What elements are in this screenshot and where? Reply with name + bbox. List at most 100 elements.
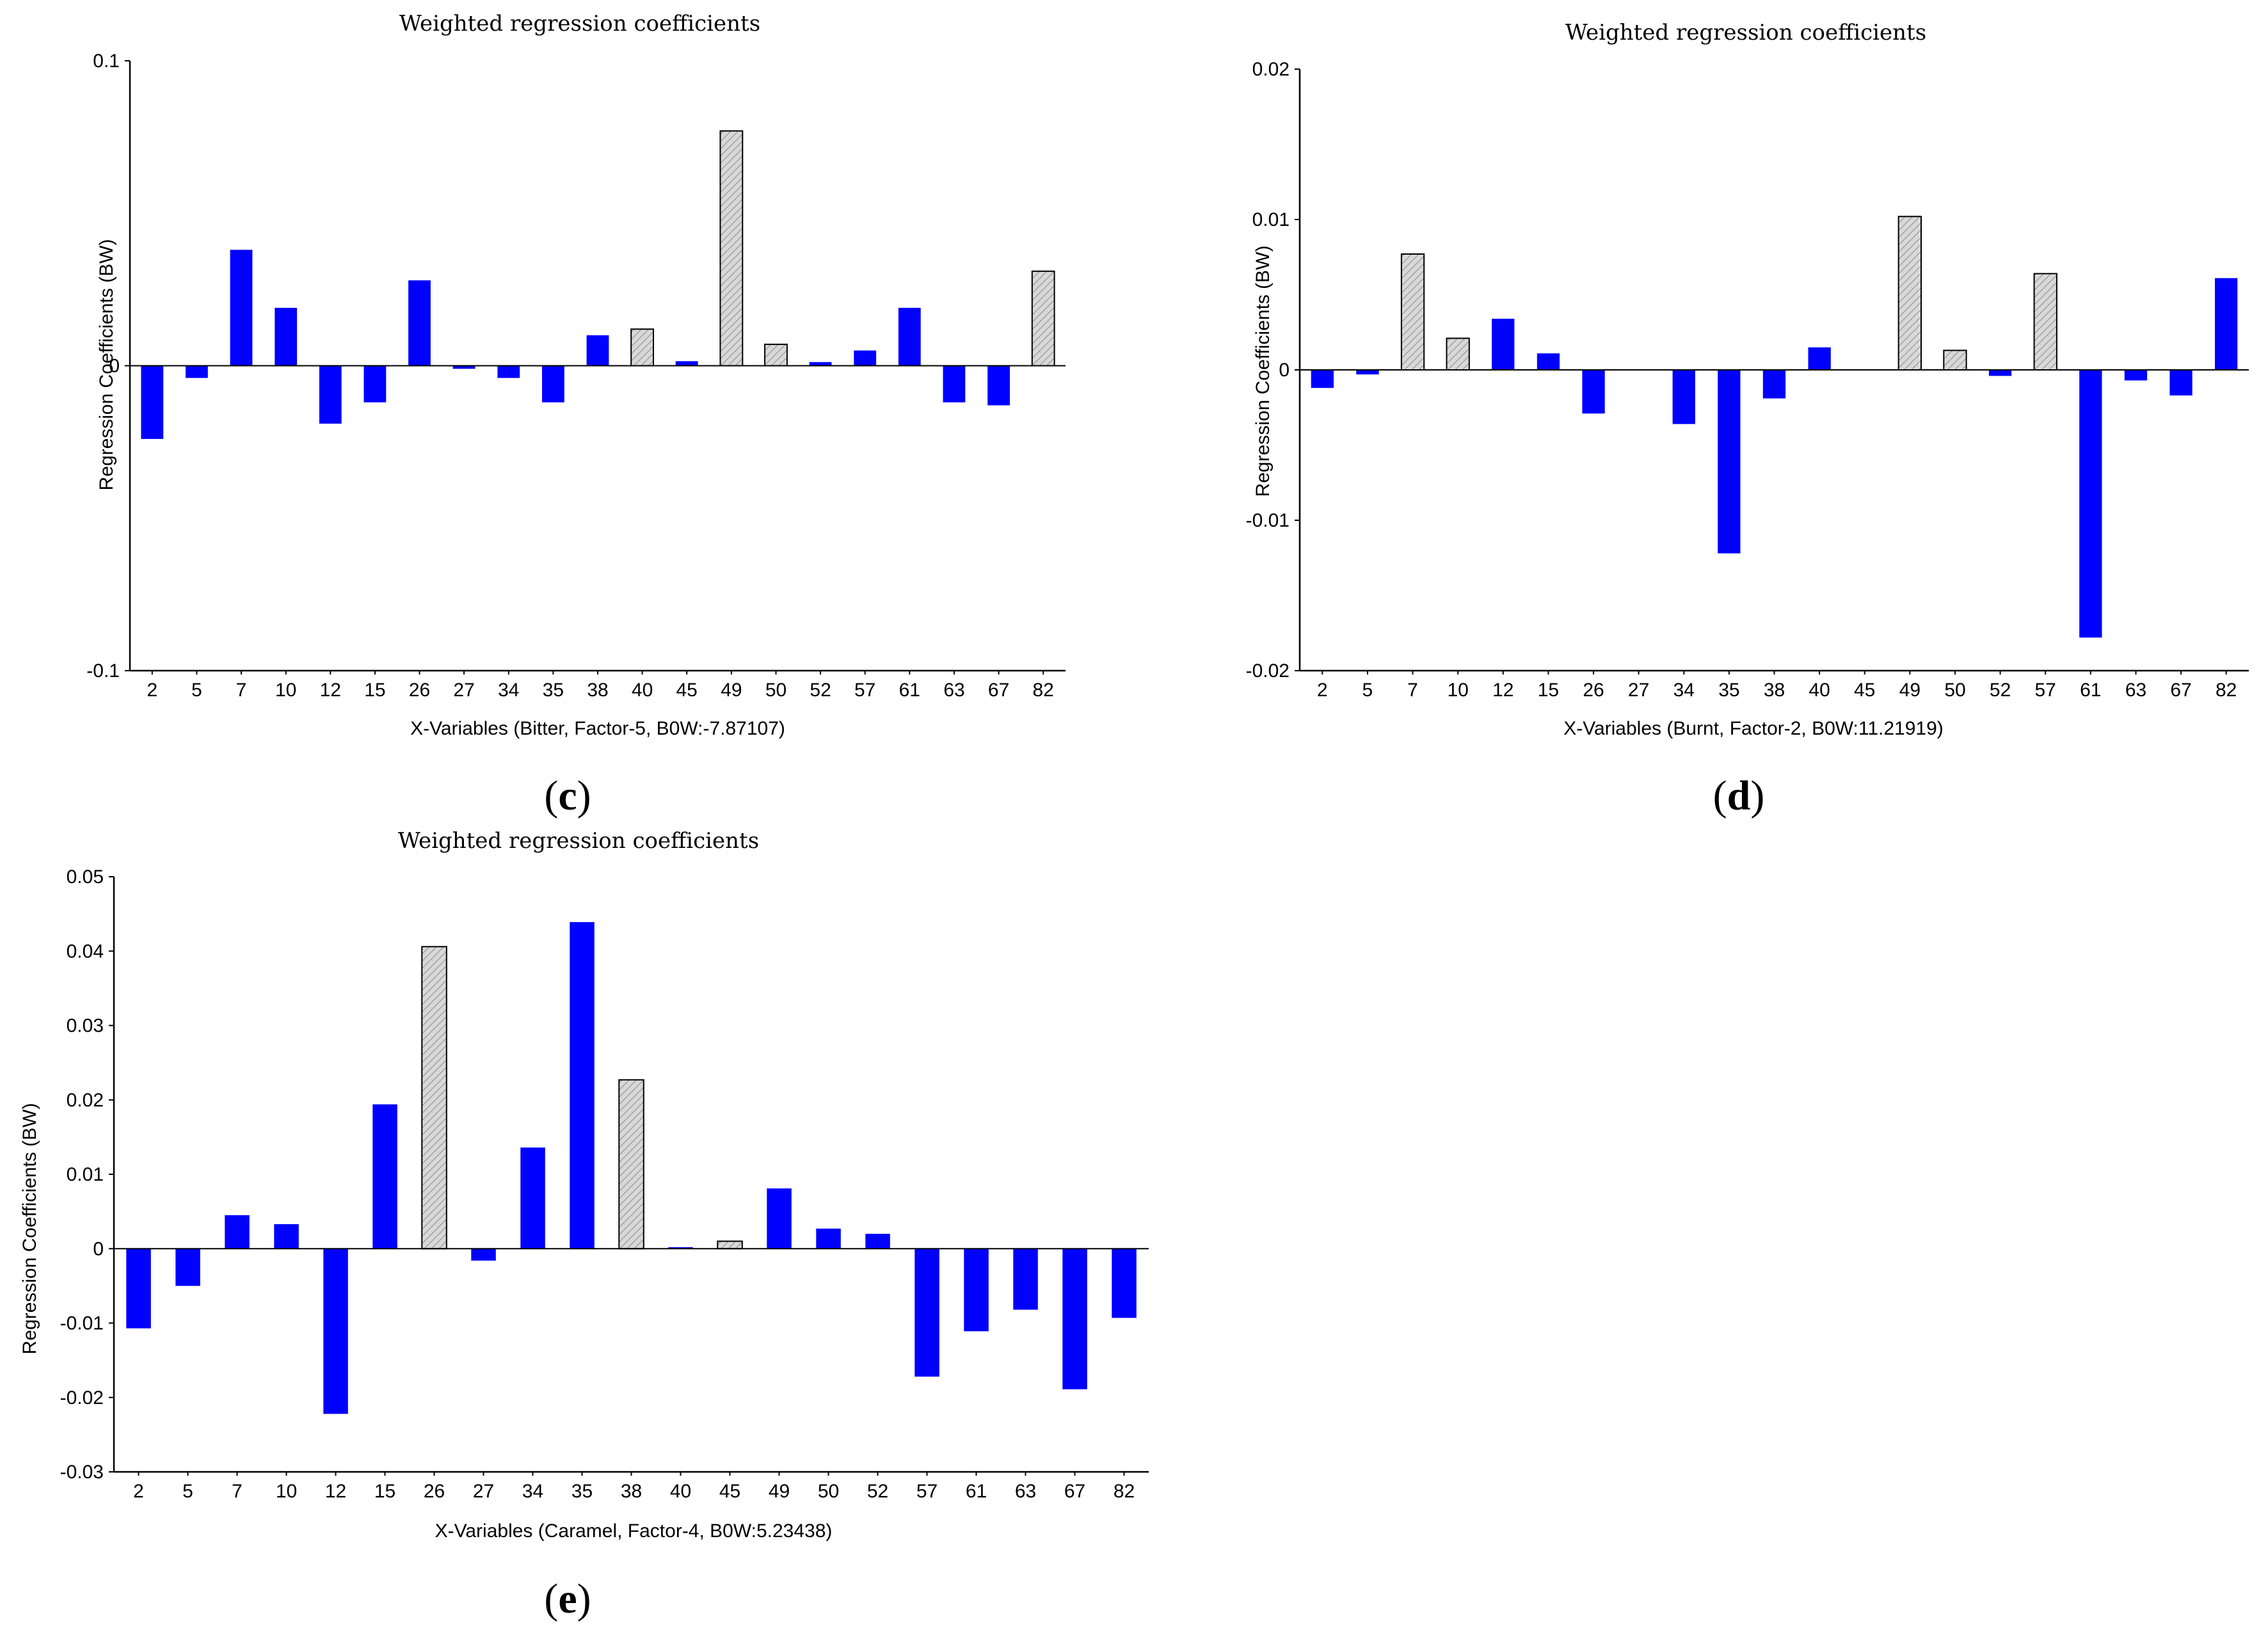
y-axis-label: Regression Coefficients (BW) (96, 239, 117, 491)
bar-50 (816, 1228, 841, 1249)
x-tick-labels: 2 5 7 10 12 15 26 27 34 35 38 40 45 49 50 52 57 61 63 67 82 (1317, 680, 2237, 701)
bar-52 (865, 1234, 890, 1249)
x-tick-label: 67 (1064, 1481, 1085, 1502)
bar-45 (717, 1240, 743, 1250)
bar-7 (225, 1215, 250, 1249)
bar-2 (1311, 370, 1334, 388)
y-tick-label: -0.02 (60, 1387, 104, 1409)
panel-label-letter: e (558, 1576, 577, 1622)
bar-34 (497, 365, 520, 378)
x-tick-label: 67 (988, 680, 1009, 701)
bar-5 (186, 365, 208, 378)
x-tick-label: 61 (2080, 680, 2101, 701)
x-tick-label: 52 (810, 680, 831, 701)
bar-67 (1062, 1249, 1087, 1389)
bar-50 (764, 344, 788, 367)
bar-49 (767, 1188, 792, 1249)
x-tick-label: 10 (276, 1481, 297, 1502)
x-tick-labels: 2 5 7 10 12 15 26 27 34 35 38 40 45 49 50 52 57 61 63 67 82 (147, 680, 1053, 701)
x-tick-label: 2 (1317, 680, 1328, 701)
bar-82 (2215, 278, 2238, 370)
bar-35 (1718, 370, 1741, 554)
x-tick-label: 10 (1448, 680, 1469, 701)
bar-34 (520, 1147, 545, 1249)
bar-15 (372, 1104, 397, 1249)
x-tick-label: 35 (571, 1481, 593, 1502)
bar-35 (570, 922, 595, 1249)
bar-50 (1943, 349, 1967, 371)
y-axis-label: Regression Coefficients (BW) (1252, 246, 1274, 497)
x-tick-label: 38 (587, 680, 608, 701)
y-tick-label: -0.1 (86, 660, 120, 682)
x-tick-label: 10 (275, 680, 296, 701)
bar-49 (719, 130, 744, 367)
y-axis-label: Regression Coefficients (BW) (19, 1103, 40, 1355)
x-tick-label: 7 (1407, 680, 1418, 701)
x-tick-label: 50 (765, 680, 787, 701)
bar-67 (987, 365, 1010, 406)
bar-82 (1112, 1249, 1137, 1318)
x-tick-label: 12 (320, 680, 341, 701)
bar-series (1311, 216, 2238, 638)
y-tick-label: 0 (109, 356, 120, 377)
x-axis-label: X-Variables (Bitter, Factor-5, B0W:-7.87… (410, 718, 785, 739)
axes (1295, 68, 2249, 674)
x-tick-label: 52 (867, 1481, 888, 1502)
x-tick-label: 82 (2216, 680, 2237, 701)
bar-49 (1897, 216, 1922, 371)
x-tick-label: 45 (1854, 680, 1875, 701)
panel-label-open: ( (544, 772, 558, 819)
y-tick-label: 0 (93, 1238, 104, 1259)
x-tick-label: 40 (670, 1481, 691, 1502)
chart-panel-d: Weighted regression coefficients Regress… (1246, 20, 2249, 739)
x-tick-label: 82 (1033, 680, 1054, 701)
x-tick-label: 63 (943, 680, 964, 701)
bar-38 (1762, 370, 1786, 399)
x-tick-label: 57 (2035, 680, 2056, 701)
y-tick-label: 0.01 (67, 1164, 104, 1185)
x-tick-label: 49 (1899, 680, 1921, 701)
x-tick-label: 7 (236, 680, 247, 701)
bar-38 (586, 335, 609, 366)
bar-57 (2033, 273, 2057, 371)
bar-40 (630, 328, 655, 367)
x-tick-label: 63 (2125, 680, 2146, 701)
bar-10 (1446, 337, 1470, 371)
bar-34 (1672, 370, 1695, 424)
panel-label-close: ) (577, 1576, 591, 1622)
y-tick-label: -0.01 (60, 1313, 104, 1334)
bar-2 (126, 1249, 151, 1329)
x-axis-label: X-Variables (Burnt, Factor-2, B0W:11.219… (1563, 718, 1944, 739)
bar-5 (175, 1249, 200, 1286)
y-tick-label: 0.1 (93, 51, 120, 72)
y-tick-label: -0.01 (1246, 510, 1290, 531)
bar-15 (1537, 353, 1560, 370)
panel-label-d: (d) (1713, 772, 1765, 819)
x-tick-label: 7 (232, 1481, 243, 1502)
chart-title: Weighted regression coefficients (399, 11, 760, 36)
bar-63 (1013, 1249, 1038, 1310)
x-tick-label: 15 (364, 680, 385, 701)
bar-12 (323, 1249, 348, 1414)
bar-12 (319, 365, 342, 424)
x-tick-label: 2 (147, 680, 157, 701)
bar-40 (1808, 347, 1831, 371)
bar-10 (274, 1224, 299, 1249)
x-tick-label: 82 (1114, 1481, 1135, 1502)
x-tick-label: 49 (769, 1481, 790, 1502)
x-tick-label: 12 (325, 1481, 346, 1502)
bar-63 (2124, 370, 2148, 381)
bar-61 (898, 308, 921, 366)
y-tick-label: -0.02 (1246, 660, 1290, 682)
x-tick-label: 57 (854, 680, 875, 701)
x-axis-label: X-Variables (Caramel, Factor-4, B0W:5.23… (435, 1520, 833, 1542)
x-tick-label: 26 (424, 1481, 445, 1502)
x-tick-label: 40 (1809, 680, 1830, 701)
y-tick-label: 0.01 (1252, 209, 1290, 230)
x-tick-label: 67 (2170, 680, 2191, 701)
x-tick-label: 27 (473, 1481, 494, 1502)
x-tick-label: 15 (374, 1481, 395, 1502)
bar-57 (914, 1249, 939, 1377)
x-tick-label: 34 (1673, 680, 1695, 701)
